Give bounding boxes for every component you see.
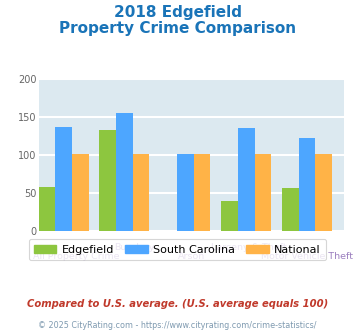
Bar xyxy=(221,201,238,231)
Bar xyxy=(193,154,211,231)
Bar xyxy=(38,187,55,231)
Bar xyxy=(133,154,149,231)
Bar xyxy=(177,154,193,231)
Bar xyxy=(72,154,88,231)
Text: Larceny & Theft: Larceny & Theft xyxy=(212,243,287,251)
Bar xyxy=(55,127,72,231)
Text: Property Crime Comparison: Property Crime Comparison xyxy=(59,21,296,36)
Bar xyxy=(282,188,299,231)
Bar xyxy=(255,154,271,231)
Text: All Property Crime: All Property Crime xyxy=(33,252,120,261)
Bar xyxy=(238,128,255,231)
Text: Burglary: Burglary xyxy=(114,243,154,251)
Bar xyxy=(299,138,316,231)
Text: Arson: Arson xyxy=(178,252,205,261)
Text: Compared to U.S. average. (U.S. average equals 100): Compared to U.S. average. (U.S. average … xyxy=(27,299,328,309)
Bar xyxy=(99,130,116,231)
Text: 2018 Edgefield: 2018 Edgefield xyxy=(114,5,241,20)
Text: Motor Vehicle Theft: Motor Vehicle Theft xyxy=(261,252,353,261)
Text: © 2025 CityRating.com - https://www.cityrating.com/crime-statistics/: © 2025 CityRating.com - https://www.city… xyxy=(38,321,317,330)
Bar xyxy=(316,154,332,231)
Legend: Edgefield, South Carolina, National: Edgefield, South Carolina, National xyxy=(29,239,326,260)
Bar xyxy=(116,113,133,231)
